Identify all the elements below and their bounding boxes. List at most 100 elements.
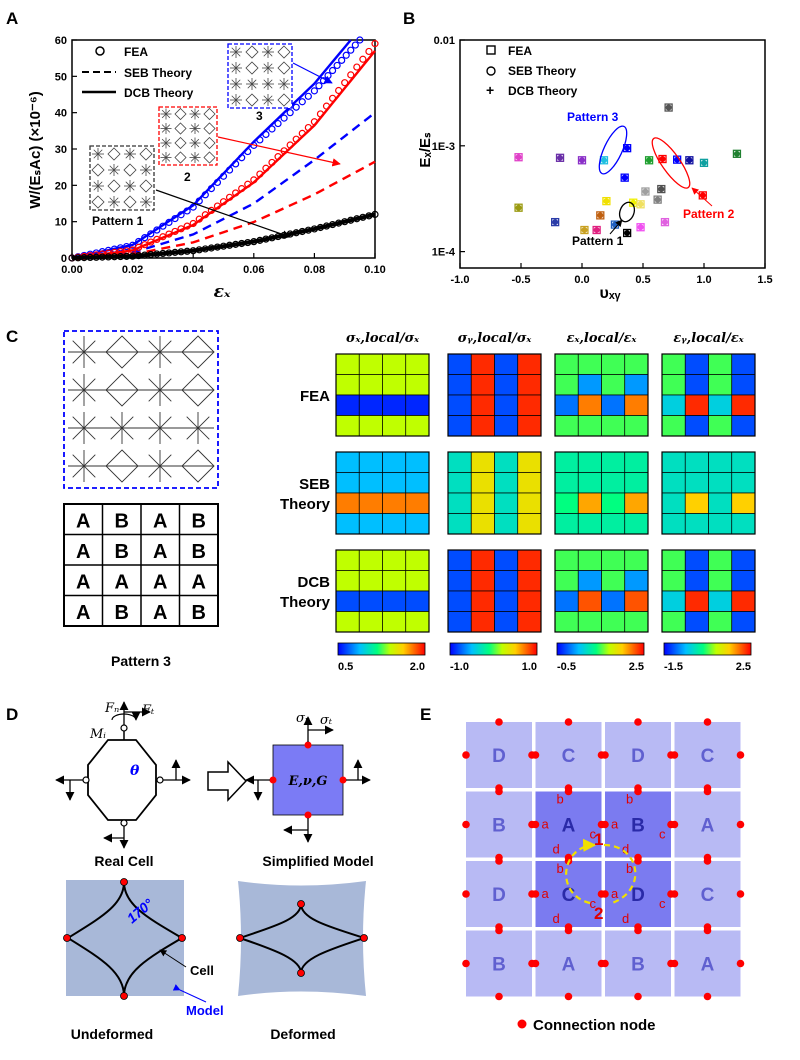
heatmap-cell xyxy=(335,415,360,437)
heatmap-cell xyxy=(470,353,495,375)
model-cell xyxy=(674,791,741,858)
dcb-plus xyxy=(515,204,523,212)
heatmap-cell xyxy=(335,374,360,396)
y-tick-label: 0.01 xyxy=(434,35,455,47)
model-properties: E,ν,G xyxy=(287,774,327,789)
dcb-plus xyxy=(551,218,559,226)
star-unit xyxy=(109,197,119,207)
heatmap-colorbars: 0.5 2.0 -1.0 1.0 -0.5 2.5 -1.5 2.5 xyxy=(337,642,752,673)
pattern-2-label-b: Pattern 2 xyxy=(683,207,735,221)
heatmap-cell xyxy=(494,590,519,612)
x-tick-label: 0.5 xyxy=(635,274,650,286)
heatmap-cell xyxy=(601,492,626,514)
heatmap-cell xyxy=(517,472,542,494)
heatmap-cell xyxy=(405,513,430,535)
grid-letter: A xyxy=(153,571,167,593)
model-cell xyxy=(674,861,741,927)
center-number-1: 1 xyxy=(594,830,603,849)
connection-node xyxy=(495,857,503,865)
node-label: c xyxy=(590,896,597,911)
heatmap-cell xyxy=(601,611,626,633)
heatmap-column-header: εᵧ,local/εₓ xyxy=(673,331,743,346)
heatmap-cell xyxy=(708,492,733,514)
heatmap-cell xyxy=(731,394,756,416)
fea-point xyxy=(304,92,312,100)
x-tick-label: 0.02 xyxy=(122,264,143,276)
connection-node xyxy=(564,992,573,1001)
fea-point xyxy=(324,72,332,80)
pattern-3-thumbnail: 3 xyxy=(227,43,293,123)
model-cell xyxy=(535,722,602,788)
x-tick-label: 0.08 xyxy=(304,264,325,276)
cell-letter: A xyxy=(701,955,715,976)
connection-node xyxy=(462,959,470,968)
fea-point xyxy=(347,46,355,54)
heatmap-cell xyxy=(494,451,519,473)
grid-letter: A xyxy=(115,571,129,593)
moment-label: Mᵢ xyxy=(89,727,106,742)
diamond-unit xyxy=(91,195,105,209)
heatmap-cell xyxy=(601,570,626,592)
heatmap-cell xyxy=(601,590,626,612)
panel-b: B -1.0 -0.5 0.0 0.5 1.0 1.5 0.01 1E-3 1E-4 Eₓ/Eₛ… xyxy=(403,9,773,302)
heatmap-cell xyxy=(358,472,383,494)
stress-label-t: σₜ xyxy=(320,713,333,728)
heatmap-cell xyxy=(554,472,579,494)
heatmap-cell xyxy=(470,415,495,437)
heatmap-cell xyxy=(708,590,733,612)
heatmap-cell xyxy=(624,472,649,494)
heatmap-frame xyxy=(447,353,542,437)
heatmap-cell xyxy=(517,374,542,396)
model-cell xyxy=(535,861,602,927)
diamond-unit xyxy=(203,151,216,164)
heatmap-column-headers: σₓ,local/σₓ σᵧ,local/σₓ εₓ,local/εₓ εᵧ,loca… xyxy=(346,331,744,346)
star-unit xyxy=(109,165,119,175)
diamond-unit xyxy=(105,335,139,369)
colorbar-max: 1.0 xyxy=(522,661,537,673)
heatmap-cell xyxy=(708,570,733,592)
node-label: a xyxy=(611,817,619,832)
connection-node xyxy=(634,992,642,1001)
heatmap-frame xyxy=(447,549,542,633)
diamond-unit xyxy=(139,179,153,193)
heatmap-cell xyxy=(731,451,756,473)
model-cell xyxy=(466,722,532,788)
heatmap-cell xyxy=(554,549,579,571)
fea-point xyxy=(310,87,318,95)
heatmap-column-header: σₓ,local/σₓ xyxy=(346,331,419,346)
heatmap-cell xyxy=(684,472,709,494)
colorbar xyxy=(449,642,538,656)
heatmap-cell xyxy=(405,353,430,375)
pattern-2-ellipse xyxy=(651,137,691,189)
star-unit xyxy=(161,153,171,162)
heatmap-cell xyxy=(554,611,579,633)
model-cell xyxy=(605,722,671,788)
dcb-plus xyxy=(700,159,708,167)
heatmap-cell xyxy=(470,570,495,592)
panel-b-y-label: Eₓ/Eₛ xyxy=(417,132,434,168)
fea-point xyxy=(315,82,323,90)
heatmap-frame xyxy=(335,549,430,633)
heatmap-frame xyxy=(661,549,756,633)
grid-letter: A xyxy=(153,602,167,624)
dcb-plus xyxy=(637,223,645,231)
heatmap-cell xyxy=(661,549,686,571)
diamond-unit xyxy=(174,122,187,135)
fea-point xyxy=(298,98,306,106)
center-number-2: 2 xyxy=(594,904,603,923)
heatmap-cell xyxy=(517,415,542,437)
legend-circle-seb xyxy=(486,66,496,76)
heatmap-cell xyxy=(731,549,756,571)
heatmap-cell xyxy=(335,451,360,473)
model-cell xyxy=(466,861,532,927)
heatmap-cell xyxy=(708,549,733,571)
heatmap-cell xyxy=(554,590,579,612)
heatmap-cell xyxy=(601,415,626,437)
fea-point xyxy=(353,63,361,71)
model-cell xyxy=(466,930,532,997)
heatmap-cell xyxy=(382,415,407,437)
heatmap-cell xyxy=(577,451,602,473)
real-cell-caption: Real Cell xyxy=(94,853,153,869)
dcb-plus xyxy=(515,153,523,161)
colorbar-min: -1.0 xyxy=(450,661,469,673)
